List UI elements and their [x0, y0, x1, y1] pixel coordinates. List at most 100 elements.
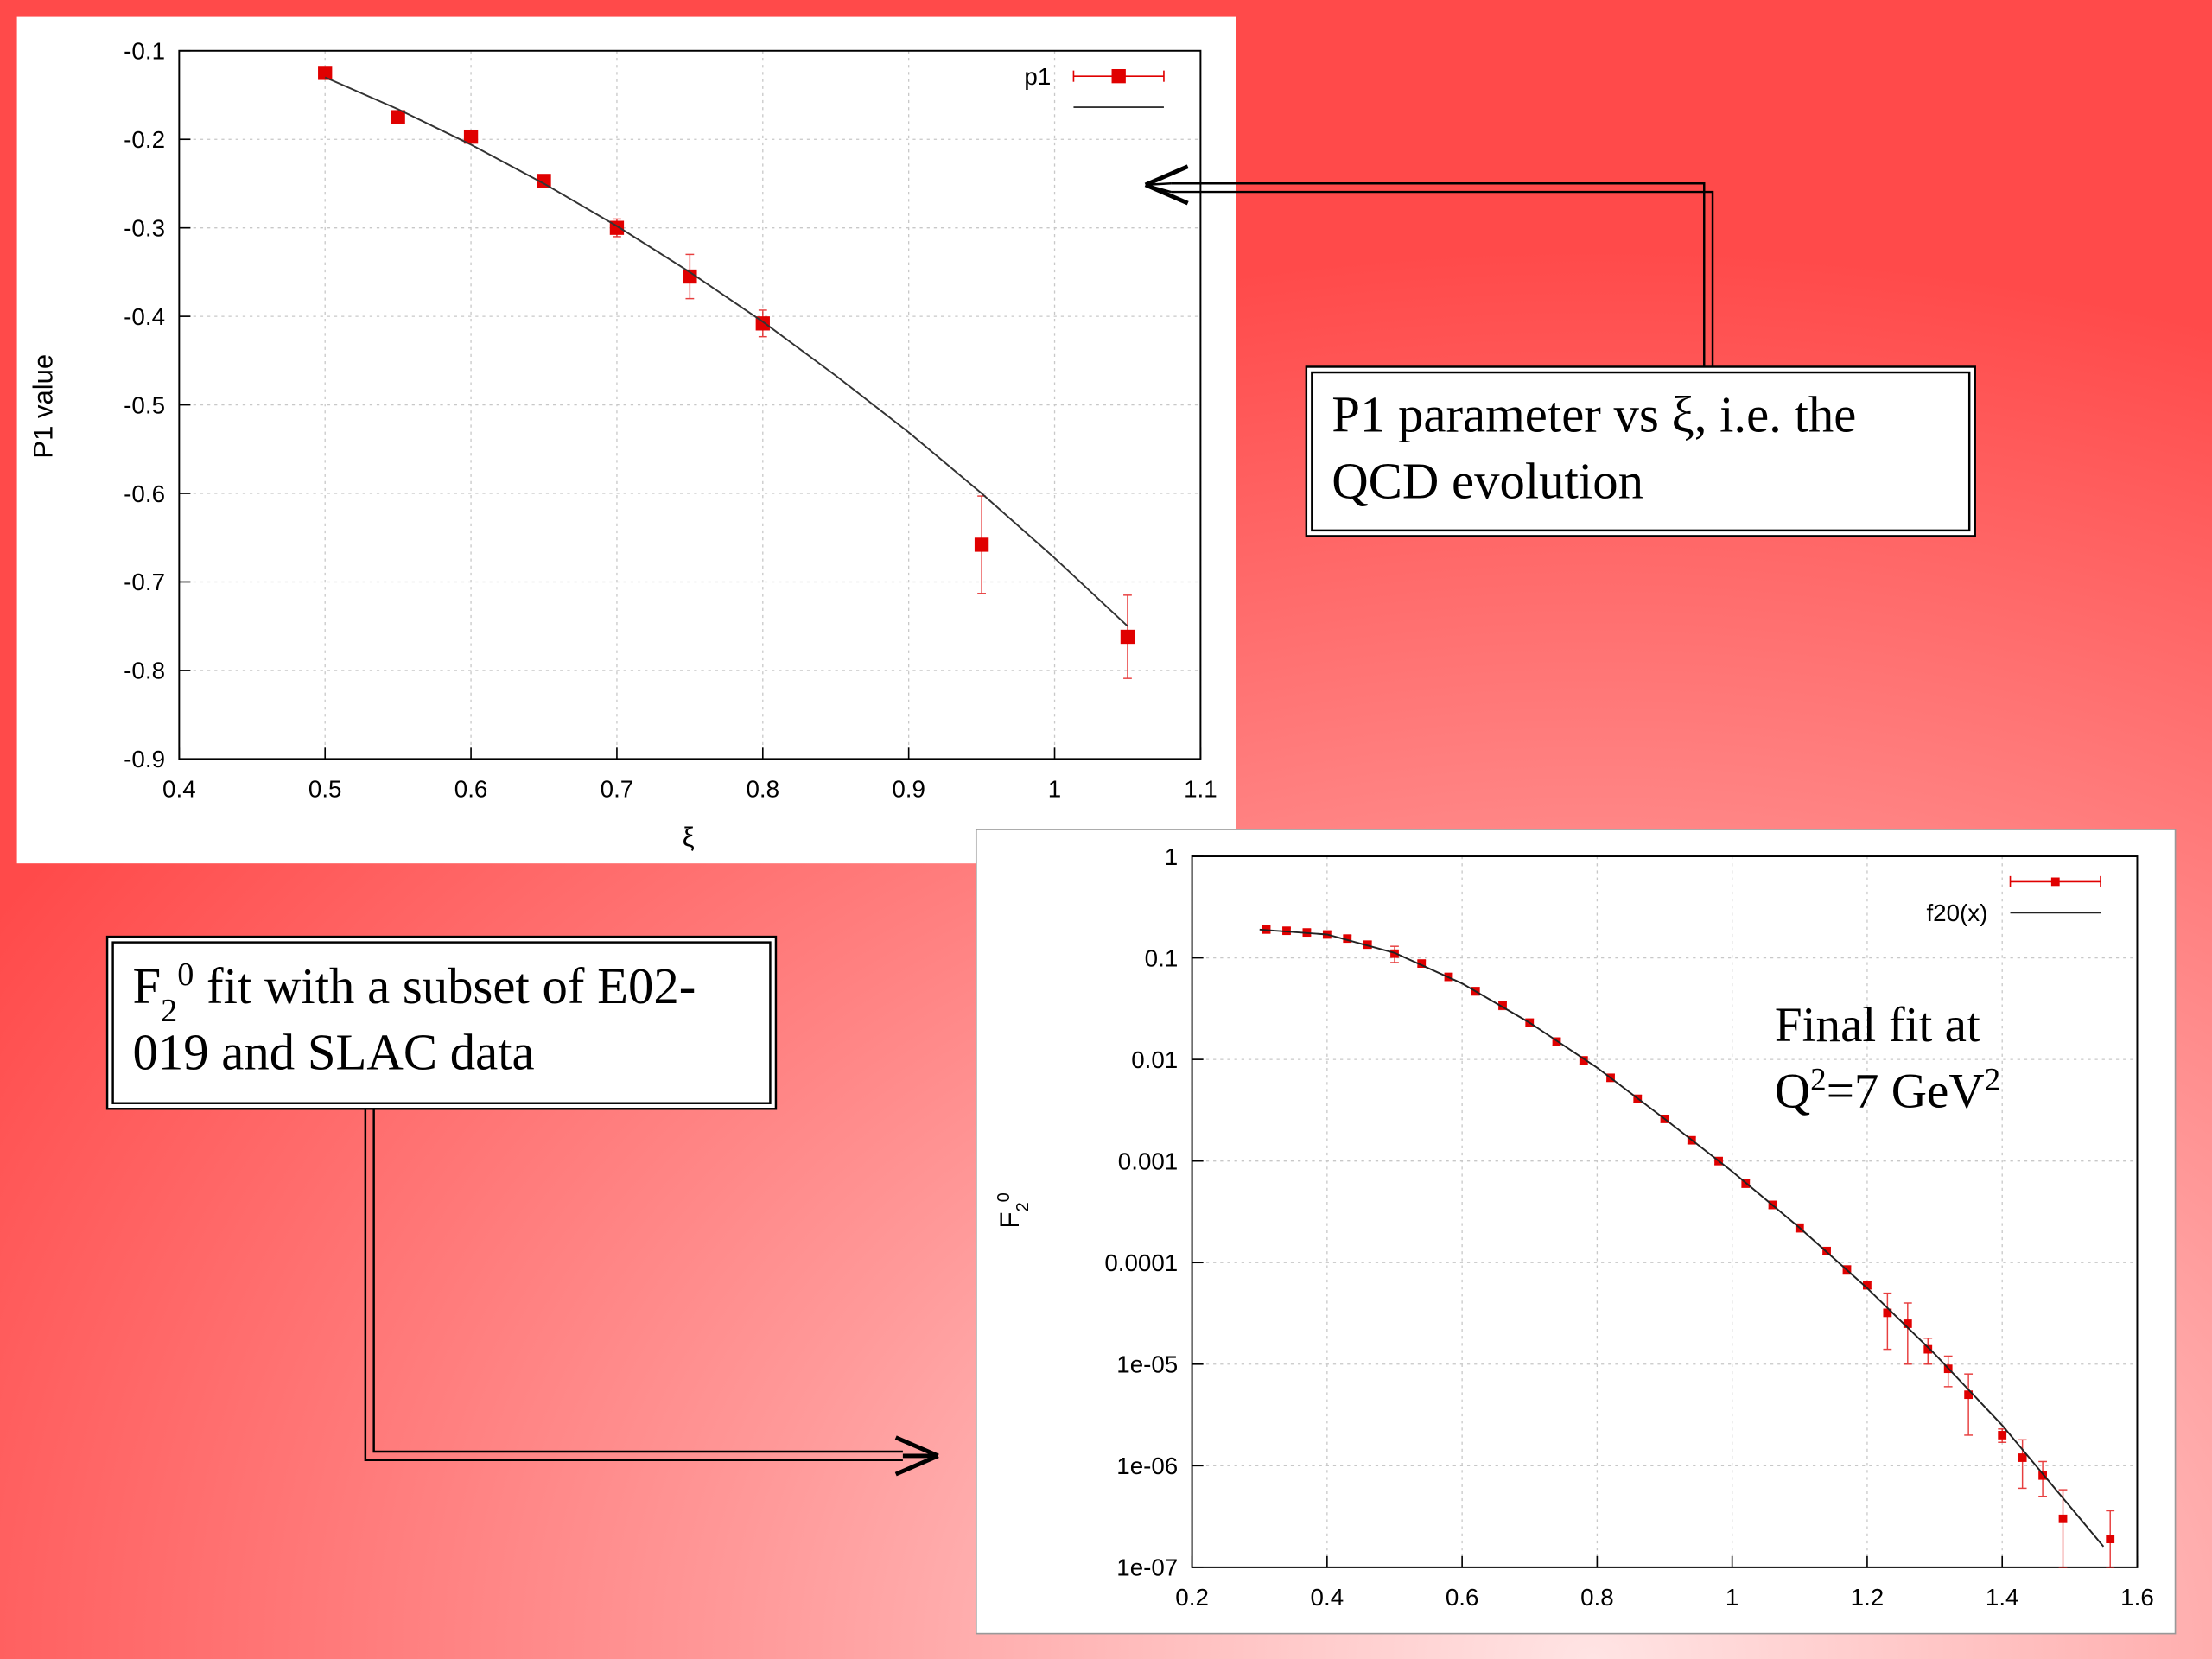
text-segment: QCD evolution: [1332, 453, 1643, 509]
text-segment: P1 value: [28, 354, 58, 459]
y-tick-label: 0.1: [1145, 944, 1179, 971]
x-axis-label: ξ: [683, 823, 695, 853]
data-point: [1883, 1308, 1892, 1318]
x-tick-label: 0.4: [162, 775, 196, 802]
y-tick-label: -0.7: [124, 569, 165, 595]
x-tick-label: 0.7: [601, 775, 634, 802]
text-segment: ξ: [683, 823, 695, 853]
callout: P1 parameter vs ξ, i.e. the QCD evolution: [1305, 365, 1976, 537]
x-tick-label: 1.4: [1986, 1584, 2019, 1611]
callout-box: [1305, 365, 1976, 537]
callout-text: 019 and SLAC data: [132, 1025, 534, 1081]
y-axis-label: P1 value: [28, 354, 58, 459]
error-bar: [2058, 1489, 2068, 1568]
error-bar: [2018, 1439, 2027, 1490]
error-bar: [1903, 1302, 1912, 1365]
x-tick-label: 0.2: [1175, 1584, 1209, 1611]
x-tick-label: 0.8: [1580, 1584, 1614, 1611]
text-segment: fit with a subset of E02-: [194, 958, 696, 1014]
callout: F20 fit with a subset of E02-019 and SLA…: [105, 935, 778, 1110]
data-point: [2106, 1535, 2115, 1544]
text-segment: 0: [177, 957, 194, 993]
y-tick-label: 1: [1165, 843, 1178, 870]
data-point: [1579, 1056, 1588, 1065]
callout-text: QCD evolution: [1332, 453, 1643, 509]
callout-box: [1311, 371, 1971, 532]
text-segment: =7 GeV: [1827, 1065, 1985, 1119]
text-segment: F: [995, 1212, 1025, 1229]
legend-label: f20(x): [1926, 899, 1987, 926]
plot-frame: [1191, 855, 2139, 1568]
y-tick-label: -0.8: [124, 658, 165, 684]
data-point: [1120, 629, 1135, 645]
error-bar: [1964, 1373, 1974, 1436]
data-point: [1903, 1319, 1912, 1328]
fit-line: [1259, 928, 2105, 1548]
annotation: Q2=7 GeV2: [1775, 1062, 2000, 1119]
callout-text: F20 fit with a subset of E02-: [132, 957, 696, 1029]
y-axis-label: F20: [995, 1192, 1033, 1228]
text-segment: Final fit at: [1775, 998, 1980, 1052]
chart: 0.2 0.4 0.6 0.8 1 1.2 1.4 1.6 1e-07 1e-06 1e-05 0.0…: [995, 843, 2154, 1611]
data-point: [1498, 1001, 1507, 1010]
fit-line: [324, 76, 1128, 627]
data-point: [2018, 1453, 2027, 1462]
data-point: [1417, 959, 1427, 968]
y-tick-label: -0.6: [124, 480, 165, 507]
text-segment: 019 and SLAC data: [132, 1025, 534, 1081]
data-point: [1863, 1281, 1872, 1290]
y-tick-label: -0.4: [124, 303, 165, 330]
callout-text: P1 parameter vs ξ, i.e. the: [1332, 387, 1856, 443]
y-tick-label: 0.01: [1131, 1046, 1178, 1073]
annotation: Final fit at: [1775, 998, 1980, 1052]
data-point: [1923, 1344, 1933, 1354]
data-point: [537, 174, 551, 188]
x-tick-label: 0.4: [1311, 1584, 1344, 1611]
text-segment: 2: [161, 993, 177, 1029]
x-tick-label: 1.6: [2120, 1584, 2154, 1611]
text-segment: F: [132, 958, 161, 1014]
y-tick-label: -0.1: [124, 38, 165, 65]
data-point: [1343, 934, 1352, 944]
legend-swatch: [1111, 69, 1126, 84]
y-tick-label: 0.0001: [1104, 1249, 1178, 1276]
arrow: [1144, 164, 1714, 370]
data-point: [974, 537, 989, 552]
text-segment: 2: [1014, 1202, 1033, 1211]
x-tick-label: 1: [1726, 1584, 1738, 1611]
x-tick-label: 1.2: [1851, 1584, 1885, 1611]
chart-panel: [16, 16, 1236, 864]
data-point: [1964, 1390, 1974, 1400]
data-point: [683, 269, 697, 284]
arrow: [364, 1109, 939, 1477]
x-tick-label: 0.9: [892, 775, 925, 802]
chart: 0.4 0.5 0.6 0.7 0.8 0.9 1 1.1 -0.9 -0.8 -0.7 -0.6 -0…: [28, 38, 1217, 853]
x-tick-label: 0.8: [747, 775, 780, 802]
error-bar: [1883, 1292, 1892, 1351]
data-point: [2038, 1471, 2047, 1480]
y-tick-label: -0.2: [124, 126, 165, 153]
y-tick-label: 1e-05: [1116, 1351, 1178, 1378]
x-tick-label: 1.1: [1184, 775, 1217, 802]
data-point: [391, 110, 405, 124]
x-tick-label: 0.6: [1446, 1584, 1479, 1611]
chart-panel: [975, 829, 2177, 1635]
data-point: [1998, 1431, 2007, 1440]
legend-swatch: [2050, 877, 2060, 887]
text-segment: 0: [995, 1192, 1014, 1202]
data-point: [1363, 940, 1372, 950]
y-tick-label: -0.3: [124, 214, 165, 241]
y-tick-label: 1e-07: [1116, 1554, 1178, 1581]
legend-label: p1: [1024, 63, 1051, 90]
plot-frame: [178, 49, 1202, 760]
text-segment: 2: [1810, 1062, 1827, 1097]
callout-box: [111, 941, 772, 1104]
y-tick-label: -0.5: [124, 391, 165, 418]
data-point: [318, 66, 333, 80]
data-point: [2058, 1514, 2068, 1523]
callout-box: [105, 935, 778, 1110]
data-point: [463, 129, 479, 144]
y-tick-label: 1e-06: [1116, 1452, 1178, 1479]
